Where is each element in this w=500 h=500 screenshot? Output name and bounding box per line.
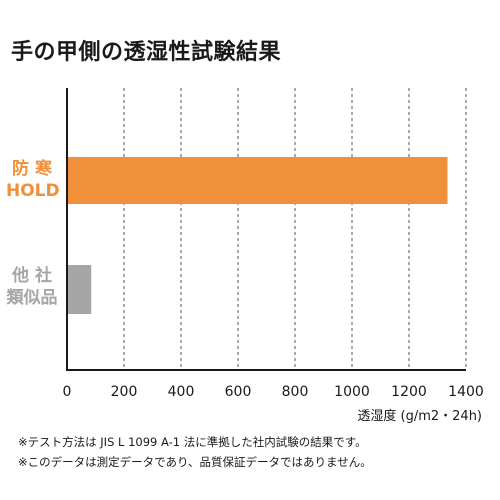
- x-tick-label-1200: 1200: [391, 384, 427, 400]
- category-label-other-line2: 類似品: [6, 288, 58, 308]
- category-label-hold-line2: HOLD: [6, 181, 60, 201]
- x-tick-label-1000: 1000: [334, 384, 370, 400]
- x-tick-label-1400: 1400: [448, 384, 484, 400]
- x-tick-label-600: 600: [225, 384, 252, 400]
- x-axis-label: 透湿度 (g/m2・24h): [357, 409, 482, 424]
- category-label-other: 他 社 類似品: [4, 265, 60, 309]
- x-tick-label-800: 800: [282, 384, 309, 400]
- bar-0: [67, 157, 448, 204]
- chart-title: 手の甲側の透湿性試験結果: [11, 40, 282, 65]
- category-label-hold: 防 寒 HOLD: [6, 158, 60, 202]
- category-label-other-line1: 他 社: [12, 266, 52, 286]
- footnote-test-method: ※テスト方法は JIS L 1099 A-1 法に準拠した社内試験の結果です。: [18, 435, 367, 449]
- x-tick-label-200: 200: [111, 384, 138, 400]
- bar-1: [67, 265, 92, 314]
- footnotes: ※テスト方法は JIS L 1099 A-1 法に準拠した社内試験の結果です。 …: [18, 432, 372, 472]
- x-tick-label-0: 0: [63, 384, 72, 400]
- footnote-disclaimer: ※このデータは測定データであり、品質保証データではありません。: [18, 455, 372, 469]
- x-tick-label-400: 400: [168, 384, 195, 400]
- category-label-hold-line1: 防 寒: [12, 159, 52, 179]
